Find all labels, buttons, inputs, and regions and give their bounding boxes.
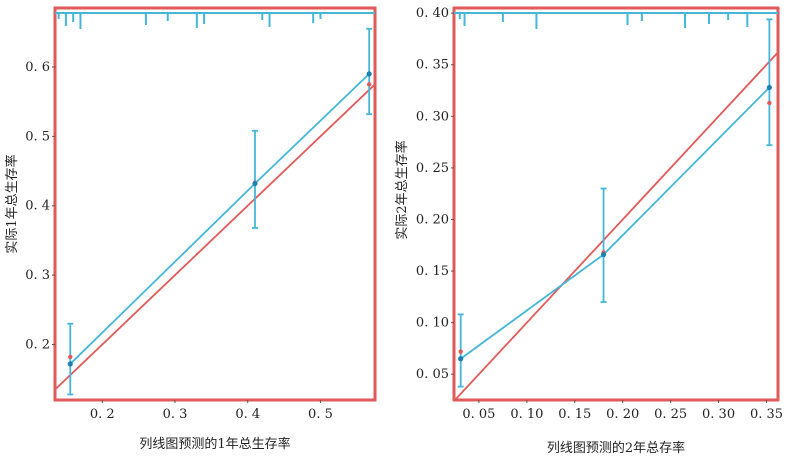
y-tick-label-1yr-2: 0. 4 <box>25 199 50 214</box>
ideal-line-2yr <box>453 51 779 402</box>
calibration-point-2yr-1 <box>600 251 607 258</box>
y-tick-label-2yr-3: 0. 20 <box>416 212 449 227</box>
calibration-point-1yr-1 <box>252 180 258 187</box>
x-tick-label-2yr-4: 0. 25 <box>654 407 687 422</box>
x-tick-label-2yr-6: 0. 35 <box>750 407 783 422</box>
corrected-point-2yr-2 <box>767 100 772 106</box>
y-tick-label-2yr-2: 0. 15 <box>416 264 449 279</box>
points-1yr <box>67 71 372 367</box>
ideal-diagonal-1yr <box>54 83 376 391</box>
ideal-diagonal-2yr <box>453 51 779 402</box>
y-tick-label-1yr-1: 0. 3 <box>25 268 50 283</box>
y-tick-label-2yr-4: 0. 25 <box>416 161 449 176</box>
rug-ticks-1yr <box>55 12 375 29</box>
y-tick-label-2yr-5: 0. 30 <box>416 109 449 124</box>
calibration-point-2yr-2 <box>766 84 772 91</box>
ideal-line-1yr <box>54 83 376 391</box>
calibration-point-1yr-0 <box>67 361 73 367</box>
x-tick-labels-1yr: 0. 2 0. 3 0. 4 0. 5 <box>90 400 333 422</box>
x-tick-label-2yr-2: 0. 15 <box>558 407 591 422</box>
corrected-point-1yr-2 <box>366 82 372 87</box>
x-tick-label-2yr-1: 0. 10 <box>510 407 543 422</box>
calibration-line-1yr <box>67 27 373 396</box>
x-tick-label-2yr-5: 0. 30 <box>702 407 735 422</box>
x-tick-label-1yr-1: 0. 3 <box>163 407 188 422</box>
y-tick-label-2yr-6: 0. 35 <box>416 58 449 73</box>
calibration-polyline-2yr <box>460 86 771 360</box>
x-axis-label-1yr: 列线图预测的1年总生存率 <box>139 436 290 452</box>
x-tick-label-2yr-0: 0. 05 <box>462 407 495 422</box>
x-tick-labels-2yr: 0. 05 0. 10 0. 15 0. 20 0. 25 0. 30 0. 35 <box>462 400 783 422</box>
y-axis-label-2yr: 实际2年总生存率 <box>394 140 410 239</box>
corrected-point-1yr-0 <box>68 354 73 360</box>
y-axis-label-1yr: 实际1年总生存率 <box>4 154 20 253</box>
plot-border-2yr <box>452 6 780 402</box>
y-tick-label-1yr-4: 0. 6 <box>25 60 50 75</box>
calibration-point-1yr-2 <box>366 71 372 77</box>
points-2yr <box>458 84 772 362</box>
y-tick-labels-1yr: 0. 2 0. 3 0. 4 0. 5 0. 6 <box>25 60 55 352</box>
calibration-point-2yr-0 <box>458 356 464 362</box>
calibration-line-2yr <box>457 18 773 388</box>
plot-border-1yr <box>53 6 377 402</box>
rug-ticks-2yr <box>454 12 778 29</box>
y-tick-label-1yr-3: 0. 5 <box>25 129 50 144</box>
x-tick-label-2yr-3: 0. 20 <box>606 407 639 422</box>
y-tick-label-1yr-0: 0. 2 <box>25 337 50 352</box>
corrected-point-2yr-0 <box>458 349 463 354</box>
x-axis-label-2yr: 列线图预测的2年总存率 <box>547 440 685 456</box>
x-tick-label-1yr-2: 0. 4 <box>235 407 260 422</box>
x-tick-label-1yr-0: 0. 2 <box>90 407 115 422</box>
x-tick-label-1yr-3: 0. 5 <box>308 407 333 422</box>
y-tick-label-2yr-0: 0. 05 <box>416 367 449 382</box>
y-tick-labels-2yr: 0. 05 0. 10 0. 15 0. 20 0. 25 0. 30 0. 35 0. 40 <box>416 6 454 382</box>
panel-1yr: 0. 2 0. 3 0. 4 0. 5 0. 2 0. 3 0. 4 0. 5 0. 6 列线… <box>4 6 377 452</box>
y-tick-label-2yr-1: 0. 10 <box>416 316 449 331</box>
panel-2yr: 0. 05 0. 10 0. 15 0. 20 0. 25 0. 30 0. 35 0. 0… <box>394 6 783 456</box>
calibration-polyline-1yr <box>69 73 370 365</box>
y-tick-label-2yr-7: 0. 40 <box>416 6 449 21</box>
